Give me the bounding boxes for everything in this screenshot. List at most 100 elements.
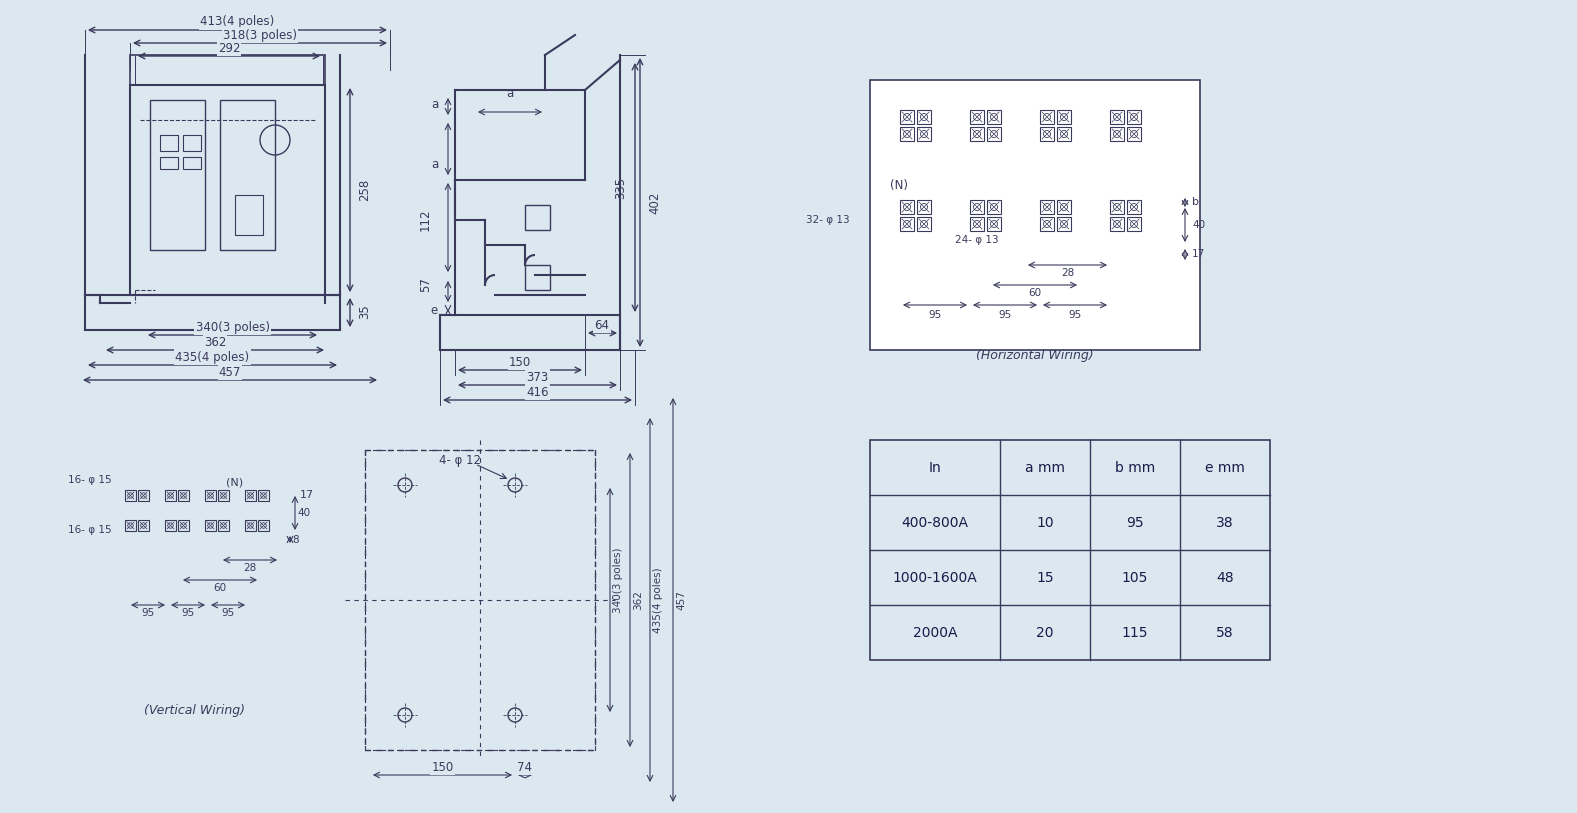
Text: e: e bbox=[431, 303, 438, 316]
Text: 112: 112 bbox=[419, 209, 432, 231]
Text: 95: 95 bbox=[142, 608, 155, 618]
Bar bbox=[970, 200, 984, 214]
Bar bbox=[221, 100, 274, 250]
Text: 435(4 poles): 435(4 poles) bbox=[653, 567, 662, 633]
Text: 400-800A: 400-800A bbox=[902, 515, 968, 529]
Text: 16- φ 15: 16- φ 15 bbox=[68, 475, 112, 485]
Text: 416: 416 bbox=[527, 385, 549, 398]
Bar bbox=[916, 127, 930, 141]
Bar bbox=[183, 135, 200, 151]
Bar bbox=[139, 490, 148, 501]
Bar bbox=[1110, 127, 1124, 141]
Text: 17: 17 bbox=[1192, 249, 1205, 259]
Text: 1000-1600A: 1000-1600A bbox=[893, 571, 978, 585]
Bar bbox=[218, 520, 229, 531]
Bar bbox=[1128, 200, 1142, 214]
Bar bbox=[1110, 200, 1124, 214]
Text: 2000A: 2000A bbox=[913, 625, 957, 640]
Text: 95: 95 bbox=[929, 310, 941, 320]
Bar bbox=[1110, 110, 1124, 124]
Text: 318(3 poles): 318(3 poles) bbox=[222, 28, 296, 41]
Bar bbox=[1039, 217, 1053, 231]
Bar bbox=[178, 520, 189, 531]
Bar bbox=[205, 520, 216, 531]
Text: 15: 15 bbox=[1036, 571, 1053, 585]
Text: 28: 28 bbox=[243, 563, 257, 573]
Bar bbox=[900, 110, 915, 124]
Bar bbox=[987, 200, 1001, 214]
Bar bbox=[1057, 217, 1071, 231]
Bar bbox=[900, 217, 915, 231]
Bar bbox=[183, 157, 200, 169]
Bar bbox=[1039, 127, 1053, 141]
Text: 402: 402 bbox=[648, 191, 661, 214]
Text: 40: 40 bbox=[1192, 220, 1205, 230]
Text: 58: 58 bbox=[1216, 625, 1233, 640]
Text: 38: 38 bbox=[1216, 515, 1233, 529]
Text: 362: 362 bbox=[203, 336, 226, 349]
Text: 150: 150 bbox=[432, 760, 454, 773]
Bar bbox=[900, 200, 915, 214]
Text: 20: 20 bbox=[1036, 625, 1053, 640]
Bar bbox=[1039, 110, 1053, 124]
Text: 150: 150 bbox=[509, 355, 531, 368]
Text: 74: 74 bbox=[517, 760, 533, 773]
Bar bbox=[125, 490, 136, 501]
Text: 4- φ 12: 4- φ 12 bbox=[438, 454, 481, 467]
Bar bbox=[259, 520, 270, 531]
Bar bbox=[244, 520, 255, 531]
Text: 95: 95 bbox=[181, 608, 194, 618]
Text: 95: 95 bbox=[221, 608, 235, 618]
Text: 457: 457 bbox=[219, 366, 241, 379]
Text: (N): (N) bbox=[227, 477, 243, 487]
Bar bbox=[970, 110, 984, 124]
Text: 95: 95 bbox=[1126, 515, 1143, 529]
Text: a mm: a mm bbox=[1025, 460, 1064, 475]
Text: 10: 10 bbox=[1036, 515, 1053, 529]
Bar bbox=[1128, 127, 1142, 141]
Bar bbox=[987, 110, 1001, 124]
Text: 16- φ 15: 16- φ 15 bbox=[68, 525, 112, 535]
Text: In: In bbox=[929, 460, 941, 475]
Bar bbox=[916, 200, 930, 214]
Bar bbox=[259, 490, 270, 501]
Bar bbox=[129, 55, 325, 85]
Text: 64: 64 bbox=[595, 319, 609, 332]
Bar bbox=[916, 110, 930, 124]
Bar bbox=[159, 135, 178, 151]
Text: 57: 57 bbox=[419, 277, 432, 293]
Text: b: b bbox=[1192, 197, 1199, 207]
Bar bbox=[1057, 110, 1071, 124]
Text: (Vertical Wiring): (Vertical Wiring) bbox=[145, 703, 246, 716]
Text: 373: 373 bbox=[527, 371, 549, 384]
Bar bbox=[159, 157, 178, 169]
Text: 105: 105 bbox=[1121, 571, 1148, 585]
Bar bbox=[205, 490, 216, 501]
Bar bbox=[525, 205, 550, 230]
Bar bbox=[970, 127, 984, 141]
Bar bbox=[916, 217, 930, 231]
Bar bbox=[166, 520, 177, 531]
Text: 60: 60 bbox=[213, 583, 227, 593]
Text: 35: 35 bbox=[358, 305, 371, 320]
Bar bbox=[987, 217, 1001, 231]
Text: a: a bbox=[506, 87, 514, 100]
Bar bbox=[166, 490, 177, 501]
Bar bbox=[525, 265, 550, 290]
Bar bbox=[235, 195, 263, 235]
Text: 457: 457 bbox=[677, 590, 686, 610]
Text: 95: 95 bbox=[1068, 310, 1082, 320]
Text: a: a bbox=[431, 98, 438, 111]
Bar bbox=[1039, 200, 1053, 214]
Bar bbox=[1128, 110, 1142, 124]
Bar bbox=[129, 85, 325, 295]
Bar bbox=[150, 100, 205, 250]
Text: 95: 95 bbox=[998, 310, 1011, 320]
Text: 48: 48 bbox=[1216, 571, 1233, 585]
Bar bbox=[987, 127, 1001, 141]
Bar bbox=[1110, 217, 1124, 231]
Bar bbox=[1128, 217, 1142, 231]
Bar bbox=[871, 440, 1269, 660]
Text: 435(4 poles): 435(4 poles) bbox=[175, 350, 249, 363]
Bar bbox=[139, 520, 148, 531]
